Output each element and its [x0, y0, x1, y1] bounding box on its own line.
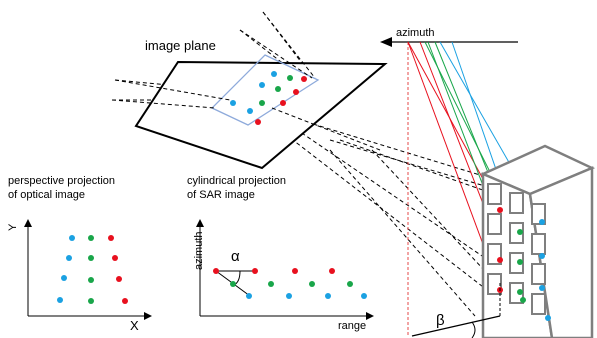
optical-image-panel: perspective projection of optical image …: [7, 175, 152, 333]
point-blue: [539, 253, 545, 259]
window: [509, 222, 524, 244]
point-blue: [69, 235, 75, 241]
point-red: [112, 255, 118, 261]
point-green: [309, 281, 315, 287]
optical-x-axis-label: X: [130, 318, 139, 333]
point-blue: [325, 293, 331, 299]
image-plane-inner: [210, 54, 320, 126]
optical-ray: [299, 119, 481, 176]
optical-ray: [271, 107, 381, 151]
window: [487, 213, 502, 235]
point-red: [116, 276, 122, 282]
window: [531, 233, 546, 255]
sar-y-axis-label: azimuth: [193, 231, 205, 270]
sar-image-panel: cylindrical projection of SAR image azim…: [187, 175, 374, 332]
optical-title-line2: of optical image: [8, 189, 85, 201]
optical-title-line1: perspective projection: [8, 175, 115, 187]
image-plane-outer: [134, 60, 388, 170]
optical-rays: [112, 11, 541, 331]
point-blue: [230, 100, 236, 106]
point-red: [122, 298, 128, 304]
azimuth-arrow-head: [380, 37, 392, 47]
point-blue: [61, 275, 67, 281]
optical-ray: [339, 139, 498, 196]
point-green: [517, 259, 523, 265]
optical-ray: [329, 149, 476, 317]
point-green: [275, 86, 281, 92]
point-green: [88, 277, 94, 283]
point-red: [280, 100, 286, 106]
optical-y-arrowhead: [24, 219, 32, 227]
point-red: [252, 268, 258, 274]
point-red: [497, 257, 503, 263]
image-plane: image plane: [111, 11, 388, 170]
point-blue: [271, 71, 277, 77]
point-blue: [539, 219, 545, 225]
point-red: [329, 268, 335, 274]
optical-ray: [279, 129, 501, 301]
image-plane-points: [230, 71, 307, 125]
point-red: [255, 119, 261, 125]
point-green: [259, 100, 265, 106]
sar-points: [213, 268, 367, 299]
sar-title-line1: cylindrical projection: [187, 175, 286, 187]
point-blue: [66, 255, 72, 261]
point-green: [88, 255, 94, 261]
optical-ray: [114, 79, 231, 101]
point-green: [517, 289, 523, 295]
point-blue: [545, 315, 551, 321]
ground-line: [411, 315, 501, 337]
point-green: [230, 281, 236, 287]
point-green: [287, 75, 293, 81]
point-red: [292, 268, 298, 274]
point-red: [213, 268, 219, 274]
window: [509, 282, 524, 304]
beta-arc: [471, 321, 476, 338]
window: [531, 293, 546, 315]
window: [531, 263, 546, 285]
point-blue: [259, 82, 265, 88]
point-green: [88, 235, 94, 241]
point-green: [347, 281, 353, 287]
point-green: [517, 229, 523, 235]
point-green: [520, 297, 526, 303]
point-blue: [361, 293, 367, 299]
optical-ray: [262, 11, 316, 79]
point-blue: [57, 297, 63, 303]
alpha-label: α: [231, 248, 240, 265]
point-blue: [246, 293, 252, 299]
window: [509, 252, 524, 274]
point-green: [88, 298, 94, 304]
azimuth-track: azimuth: [380, 27, 518, 336]
sar-x-arrowhead: [366, 312, 374, 320]
ground-and-beta: β: [411, 282, 501, 338]
optical-y-axis-label: Y: [7, 223, 19, 231]
window: [509, 192, 524, 214]
point-blue: [247, 108, 253, 114]
beta-label: β: [436, 312, 445, 329]
optical-points: [57, 235, 128, 304]
window: [531, 203, 546, 225]
point-red: [301, 76, 307, 82]
optical-x-arrowhead: [144, 312, 152, 320]
point-blue: [286, 293, 292, 299]
optical-ray: [239, 29, 313, 79]
sar-y-arrowhead: [196, 219, 204, 227]
point-green: [268, 281, 274, 287]
azimuth-top-label: azimuth: [396, 27, 435, 39]
sar-title-line2: of SAR image: [187, 189, 255, 201]
image-plane-label: image plane: [145, 38, 216, 53]
sar-x-axis-label: range: [338, 320, 366, 332]
point-red: [497, 207, 503, 213]
window: [487, 183, 502, 205]
point-blue: [539, 285, 545, 291]
optical-ray: [289, 124, 511, 276]
point-red: [293, 89, 299, 95]
optical-ray: [111, 99, 216, 109]
point-red: [108, 235, 114, 241]
